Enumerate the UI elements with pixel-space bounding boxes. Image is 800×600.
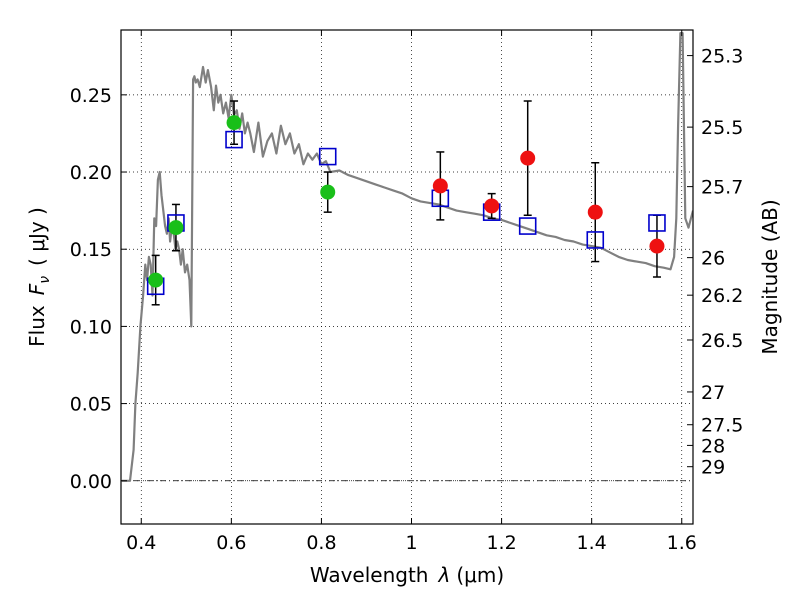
red-data-point — [587, 204, 603, 220]
x-tick-label: 0.8 — [306, 532, 336, 554]
x-tick-label: 1.2 — [486, 532, 516, 554]
x-tick-label: 1.6 — [667, 532, 697, 554]
mag-tick-label: 25.3 — [701, 46, 743, 68]
y-tick-label: 0.00 — [70, 471, 112, 493]
model-flux-square — [648, 214, 666, 232]
magnitude-axis-label: Magnitude (AB) — [758, 199, 782, 354]
mag-tick-label: 27.5 — [701, 415, 743, 437]
mag-tick-label: 29 — [701, 457, 725, 479]
y-axis-label: FluxFν( μJy ) — [25, 207, 53, 347]
y-axis-ticks: 0.00 0.05 0.10 0.15 0.20 0.25 — [70, 85, 127, 493]
mag-tick-label: 28 — [701, 435, 725, 457]
mag-tick-label: 26 — [701, 248, 725, 270]
green-points — [148, 115, 336, 288]
red-data-point — [432, 178, 448, 194]
green-data-point — [148, 272, 164, 288]
green-data-point — [168, 220, 184, 236]
y-tick-label: 0.15 — [70, 239, 112, 261]
model-flux-square — [225, 130, 243, 149]
red-points — [432, 150, 665, 254]
plot-frame — [120, 29, 694, 525]
y-tick-label: 0.25 — [70, 85, 112, 107]
x-tick-label: 0.6 — [216, 532, 246, 554]
model-flux-square — [318, 147, 337, 166]
mag-tick-label: 26.5 — [701, 330, 743, 352]
x-tick-label: 1 — [405, 532, 417, 554]
y-tick-label: 0.10 — [70, 316, 112, 338]
mag-tick-label: 27 — [701, 382, 725, 404]
red-data-point — [520, 150, 536, 166]
grid-lines — [121, 30, 693, 524]
x-tick-label: 1.4 — [577, 532, 607, 554]
x-axis-label: Wavelength λ (μm) — [310, 563, 504, 587]
green-data-point — [226, 115, 242, 131]
model-flux-square — [586, 231, 605, 249]
y-tick-label: 0.20 — [70, 162, 112, 184]
x-axis-ticks: 0.4 0.6 0.8 1 1.2 1.4 1.6 — [126, 30, 697, 554]
y-tick-label: 0.05 — [70, 394, 112, 416]
model-flux-square — [518, 217, 537, 235]
red-data-point — [649, 238, 665, 254]
x-tick-label: 0.4 — [126, 532, 156, 554]
mag-tick-label: 25.5 — [701, 117, 743, 139]
green-data-point — [320, 184, 336, 200]
mag-tick-label: 25.7 — [701, 177, 743, 199]
red-data-point — [484, 198, 500, 214]
mag-tick-label: 26.2 — [701, 285, 743, 307]
